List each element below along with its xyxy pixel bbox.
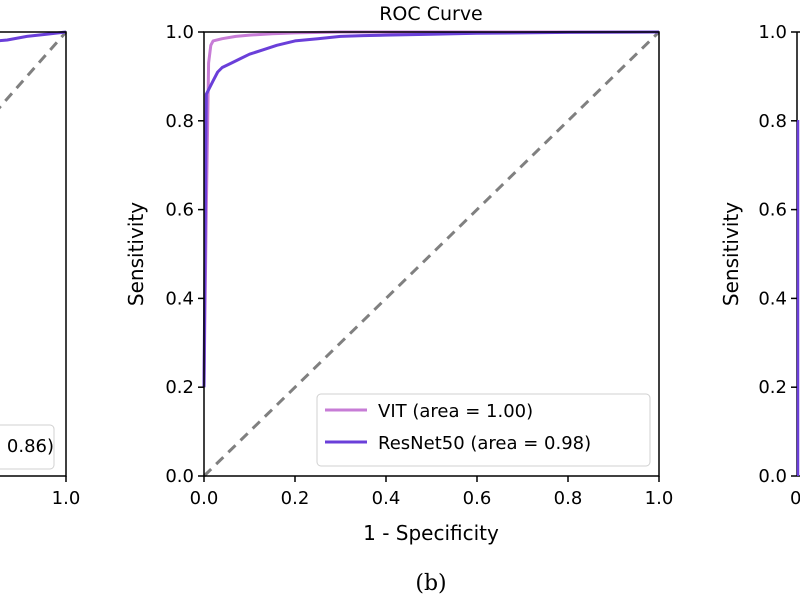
right-y-tick-label: 0.2 [758,377,787,398]
left-roc-curve [0,30,67,43]
legend-box [316,393,651,467]
chance-diagonal [202,30,661,478]
y-tick-label: 0.4 [165,288,194,309]
right-y-tick-label: 1.0 [758,22,787,43]
left-x-tick-label: 1.0 [52,488,81,509]
x-tick-label: 1.0 [645,488,674,509]
y-tick-label: 0.8 [165,111,194,132]
right-y-axis-label: Sensitivity [719,202,743,306]
center-legend: VIT (area = 1.00) ResNet50 (area = 0.98) [316,393,651,467]
roc-curve-resnet50 [202,30,660,388]
y-tick-label: 0.6 [165,200,194,221]
center-plot-frame [203,31,660,477]
roc-curve-vit [202,30,659,388]
left-chance-diagonal [0,31,68,110]
y-tick-label: 1.0 [165,22,194,43]
right-x-tick-label: 0. [790,488,800,509]
center-panel: ROC Curve 0.0 0.2 0.4 0.6 0.8 1.0 0.00.20.40.… [124,3,673,545]
x-tick-label: 0.0 [190,488,219,509]
right-y-tick-label: 0.8 [758,111,787,132]
y-axis-label: Sensitivity [124,202,148,306]
legend-label-vit: VIT (area = 1.00) [378,401,533,422]
y-tick-label: 0.2 [165,377,194,398]
x-tick-label: 0.6 [463,488,492,509]
right-y-tick-label: 0.0 [758,466,787,487]
y-ticks: 0.0 0.2 0.4 0.6 0.8 1.0 [165,22,204,487]
x-tick-label: 0.4 [372,488,401,509]
figure-caption: (b) [415,571,446,596]
left-legend-fragment: 0.86) [7,436,54,457]
x-tick-label: 0.8 [554,488,583,509]
right-y-tick-label: 0.4 [758,288,787,309]
legend-label-resnet50: ResNet50 (area = 0.98) [378,433,591,454]
left-panel: 1.0 0.86) [0,30,81,509]
x-axis-label: 1 - Specificity [363,521,499,545]
right-panel: 0.0 0.2 0.4 0.6 0.8 1.0 0. Sensitivity [719,22,800,509]
x-tick-label: 0.2 [281,488,310,509]
right-y-tick-label: 0.6 [758,200,787,221]
y-tick-label: 0.0 [165,466,194,487]
left-legend-box [0,424,55,470]
chart-title: ROC Curve [379,3,483,25]
x-ticks: 0.0 0.2 0.4 0.6 0.8 1.0 [190,476,674,509]
right-y-ticks: 0.0 0.2 0.4 0.6 0.8 1.0 [758,22,797,487]
left-plot-frame [0,31,67,477]
